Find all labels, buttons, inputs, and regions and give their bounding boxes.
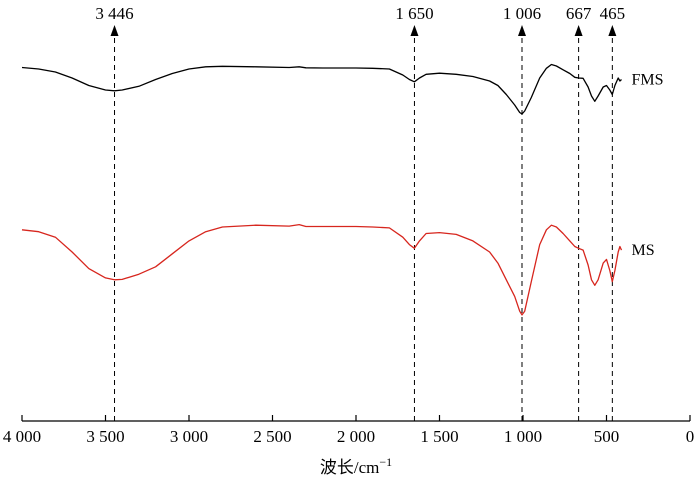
peak-arrow-icon	[608, 25, 617, 36]
peak-label: 667	[566, 4, 592, 23]
x-tick-label: 2 000	[337, 427, 375, 446]
peak-arrow-icon	[110, 25, 119, 36]
x-tick-label: 3 000	[170, 427, 208, 446]
series-labels: FMS MS	[632, 72, 664, 260]
peak-arrow-icon	[410, 25, 419, 36]
x-axis: 4 000 3 500 3 000 2 500 2 000 1 500 1 000 500 0	[3, 415, 694, 446]
x-tick-label: 4 000	[3, 427, 41, 446]
series-line-fms	[21, 63, 622, 115]
series-label-ms: MS	[632, 242, 655, 259]
x-tick-label: 500	[594, 427, 620, 446]
peak-label: 1 006	[503, 4, 541, 23]
x-axis-title: 波长/cm−1	[320, 455, 392, 477]
peak-label: 3 446	[95, 4, 133, 23]
series-line-ms	[21, 223, 623, 316]
x-tick-label: 2 500	[253, 427, 291, 446]
series-label-fms: FMS	[632, 72, 664, 89]
peak-label: 1 650	[395, 4, 433, 23]
peak-reference-lines: 3 446 1 650 1 006 667 465	[95, 4, 625, 421]
x-tick-label: 1 000	[504, 427, 542, 446]
x-tick-label: 0	[686, 427, 695, 446]
x-tick-label: 1 500	[420, 427, 458, 446]
x-tick-label: 3 500	[86, 427, 124, 446]
peak-arrow-icon	[574, 25, 583, 36]
spectrum-series	[21, 63, 623, 316]
peak-arrow-icon	[517, 25, 526, 36]
peak-label: 465	[600, 4, 626, 23]
